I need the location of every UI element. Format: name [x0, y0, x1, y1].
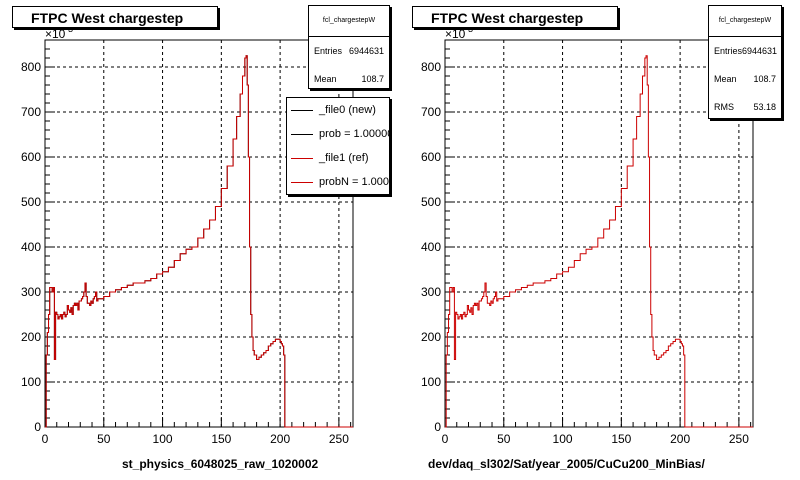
panel-1-stats-value: 108.7	[361, 74, 384, 84]
legend-entry: prob = 1.000000	[287, 122, 389, 146]
panel-2-stats-row: Mean 108.7	[709, 65, 781, 93]
panel-1-title-text: FTPC West chargestep	[31, 10, 184, 26]
x-tick-label: 50	[497, 432, 511, 446]
legend-swatch	[291, 110, 313, 111]
panel-1-stats-label: Entries	[314, 46, 343, 56]
y-tick-label: 700	[21, 105, 41, 119]
panel-1-stats-label: Mean	[314, 74, 337, 84]
y-tick-label: 100	[21, 375, 41, 389]
y-tick-label: 600	[21, 150, 41, 164]
y-tick-label: 200	[421, 330, 441, 344]
panel-2-title: FTPC West chargestep	[412, 6, 618, 28]
panel-1-legend: _file0 (new) prob = 1.000000 _file1 (ref…	[286, 97, 390, 195]
axis-exponent-label: ×10	[445, 27, 466, 41]
y-tick-label: 100	[421, 375, 441, 389]
panel-2-stats-value: 53.18	[753, 102, 776, 112]
series-line	[45, 55, 353, 428]
panel-2-stats-row: RMS 53.18	[709, 93, 781, 121]
y-tick-label: 0	[34, 420, 41, 434]
axis-exponent-power: 3	[468, 24, 473, 34]
axis-exponent-label: ×10	[45, 27, 66, 41]
panel-2-stats-value: 6944631	[742, 46, 778, 56]
legend-entry: probN = 1.000000	[287, 170, 389, 194]
panel-2-stats-value: 108.7	[753, 74, 776, 84]
x-tick-label: 200	[270, 432, 290, 446]
legend-swatch	[291, 182, 313, 183]
plot-frame	[44, 39, 354, 428]
panel-1-stats-box: fcl_chargestepW Entries 6944631 Mean 108…	[308, 5, 390, 89]
panel-2-stats-row: Entries 6944631	[709, 37, 781, 65]
legend-swatch	[291, 134, 313, 135]
x-tick-label: 100	[153, 432, 173, 446]
y-tick-label: 200	[21, 330, 41, 344]
panel-1-x-axis-title: st_physics_6048025_raw_1020002	[122, 457, 319, 471]
legend-label: probN = 1.000000	[319, 176, 390, 188]
plot-frame	[444, 39, 754, 428]
y-tick-label: 400	[21, 240, 41, 254]
x-tick-label: 100	[553, 432, 573, 446]
panel-2-stats-name: fcl_chargestepW	[709, 6, 781, 37]
panel-2-x-axis-title: dev/daq_sl302/Sat/year_2005/CuCu200_MinB…	[428, 457, 705, 471]
panel-1-stats-row: Entries 6944631	[309, 37, 389, 65]
series-line	[445, 55, 753, 428]
x-tick-label: 50	[97, 432, 111, 446]
y-tick-label: 500	[421, 195, 441, 209]
y-tick-label: 300	[421, 285, 441, 299]
legend-entry: _file0 (new)	[287, 98, 389, 122]
x-tick-label: 0	[442, 432, 449, 446]
y-tick-label: 500	[21, 195, 41, 209]
legend-label: prob = 1.000000	[319, 128, 389, 140]
x-tick-label: 0	[42, 432, 49, 446]
panel-1-stats-name: fcl_chargestepW	[309, 6, 389, 37]
panel-1-title: FTPC West chargestep	[12, 6, 218, 28]
legend-entry: _file1 (ref)	[287, 146, 389, 170]
panel-1-stats-value: 6944631	[348, 46, 384, 56]
legend-label: _file1 (ref)	[319, 152, 369, 164]
y-tick-label: 400	[421, 240, 441, 254]
legend-label: _file0 (new)	[319, 104, 376, 116]
y-tick-label: 800	[421, 60, 441, 74]
legend-swatch	[291, 158, 313, 159]
y-tick-label: 800	[21, 60, 41, 74]
panel-2-stats-label: Entries	[714, 46, 743, 56]
y-tick-label: 0	[434, 420, 441, 434]
y-tick-label: 300	[21, 285, 41, 299]
x-tick-label: 150	[211, 432, 231, 446]
y-tick-label: 600	[421, 150, 441, 164]
x-tick-label: 250	[329, 432, 349, 446]
x-tick-label: 150	[611, 432, 631, 446]
panel-2-title-text: FTPC West chargestep	[431, 10, 584, 26]
x-tick-label: 250	[729, 432, 749, 446]
panel-2-stats-box: fcl_chargestepW Entries 6944631 Mean 108…	[708, 5, 782, 119]
y-tick-label: 700	[421, 105, 441, 119]
panel-1-stats-row: Mean 108.7	[309, 65, 389, 93]
axis-exponent-power: 3	[68, 24, 73, 34]
panel-2-stats-label: RMS	[714, 102, 734, 112]
panel-2-stats-label: Mean	[714, 74, 737, 84]
x-tick-label: 200	[670, 432, 690, 446]
